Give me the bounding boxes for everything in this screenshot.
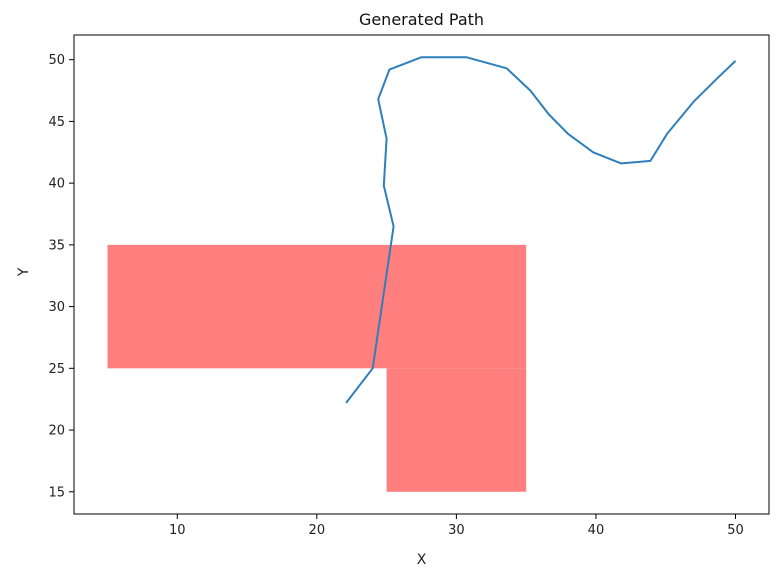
y-tick-label: 25 bbox=[48, 362, 65, 377]
y-tick-label: 20 bbox=[48, 424, 65, 439]
y-tick-label: 50 bbox=[48, 53, 65, 68]
path-line bbox=[345, 56, 737, 404]
y-tick-label: 45 bbox=[48, 115, 65, 130]
y-tick-label: 15 bbox=[48, 485, 65, 500]
x-tick-label: 10 bbox=[169, 523, 186, 538]
plot-area bbox=[107, 56, 737, 492]
obstacle-region bbox=[386, 368, 527, 492]
x-axis: 10 20 30 40 50 bbox=[169, 514, 744, 538]
y-tick-label: 30 bbox=[48, 300, 65, 315]
y-axis-label: Y bbox=[16, 267, 32, 277]
y-tick-label: 40 bbox=[48, 177, 65, 192]
x-tick-label: 20 bbox=[309, 523, 326, 538]
y-axis: 15 20 25 30 35 40 45 50 bbox=[48, 53, 74, 500]
y-tick-label: 35 bbox=[48, 238, 65, 253]
plot-frame bbox=[73, 34, 770, 515]
x-tick-label: 50 bbox=[727, 523, 744, 538]
x-tick-label: 30 bbox=[448, 523, 465, 538]
obstacle-region bbox=[107, 244, 527, 369]
x-axis-label: X bbox=[417, 552, 427, 568]
x-tick-label: 40 bbox=[588, 523, 605, 538]
chart-title: Generated Path bbox=[359, 10, 484, 29]
